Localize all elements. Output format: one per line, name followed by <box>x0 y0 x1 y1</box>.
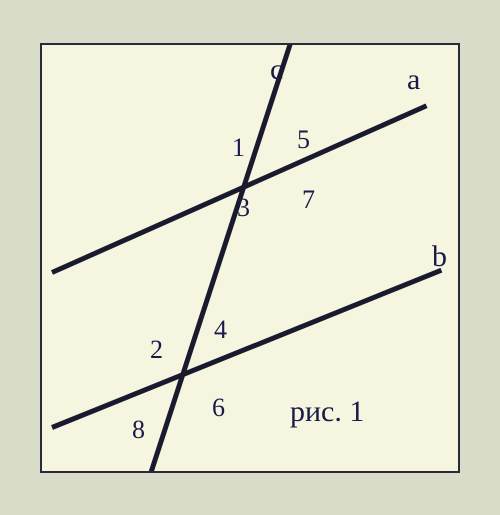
angle-3: 3 <box>237 193 250 223</box>
angle-2: 2 <box>150 335 163 365</box>
diagram-frame: c a b 1 5 3 7 2 4 6 8 рис. 1 <box>40 43 460 473</box>
angle-8: 8 <box>132 415 145 445</box>
figure-caption: рис. 1 <box>290 395 364 429</box>
angle-7: 7 <box>302 185 315 215</box>
label-c: c <box>270 53 283 87</box>
label-a: a <box>407 63 420 97</box>
label-b: b <box>432 240 447 274</box>
angle-4: 4 <box>214 315 227 345</box>
angle-5: 5 <box>297 125 310 155</box>
line-b <box>51 267 442 429</box>
angle-1: 1 <box>232 133 245 163</box>
angle-6: 6 <box>212 393 225 423</box>
